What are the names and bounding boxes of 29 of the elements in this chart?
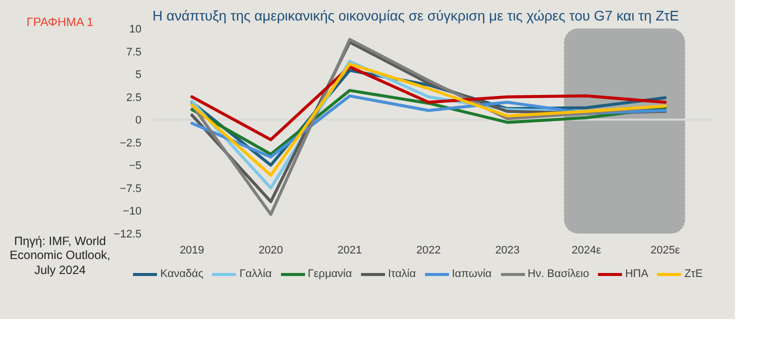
x-tick-label: 2024ε [572, 244, 602, 256]
y-tick-label: −5 [128, 160, 142, 172]
y-tick-label: 10 [129, 24, 142, 36]
x-tick-label: 2025ε [650, 244, 680, 256]
line-series [190, 65, 667, 142]
chart-title: Η ανάπτυξη της αμερικανικής οικονομίας σε σύγκριση με τις χώρες του G7 και τη ΖτΕ [152, 8, 680, 24]
legend-label: Ην. Βασίλειο [528, 266, 590, 282]
text: Πηγή: IMF, World Economic Outlook, July 2024 [8, 234, 112, 278]
y-tick-label: −7.5 [120, 182, 142, 195]
legend-label: ΗΠΑ [625, 266, 648, 282]
y-tick-label: 0 [135, 114, 142, 127]
x-tick-label: 2020 [258, 244, 284, 256]
legend-label: Ιαπωνία [452, 266, 492, 282]
y-tick-label: −10 [122, 206, 142, 218]
legend-label: Γερμανία [308, 266, 352, 282]
legend-label: Καναδάς [160, 266, 204, 282]
legend-label: ΖτΕ [684, 266, 703, 282]
y-tick-label: 7.5 [126, 46, 142, 58]
legend-label: Ιταλία [388, 266, 416, 282]
x-tick-label: 2023 [495, 244, 520, 256]
y-tick-label: 2.5 [126, 92, 142, 104]
x-tick-label: 2021 [337, 244, 362, 256]
y-tick-label: −2.5 [120, 137, 142, 150]
y-tick-label: 5 [135, 69, 142, 82]
x-tick-label: 2019 [180, 244, 204, 256]
text: ΓΡΑΦΗΜΑ 1 [26, 14, 94, 31]
y-tick-label: −12.5 [114, 228, 142, 240]
x-tick-label: 2022 [416, 244, 441, 256]
legend-label: Γαλλία [239, 266, 272, 282]
